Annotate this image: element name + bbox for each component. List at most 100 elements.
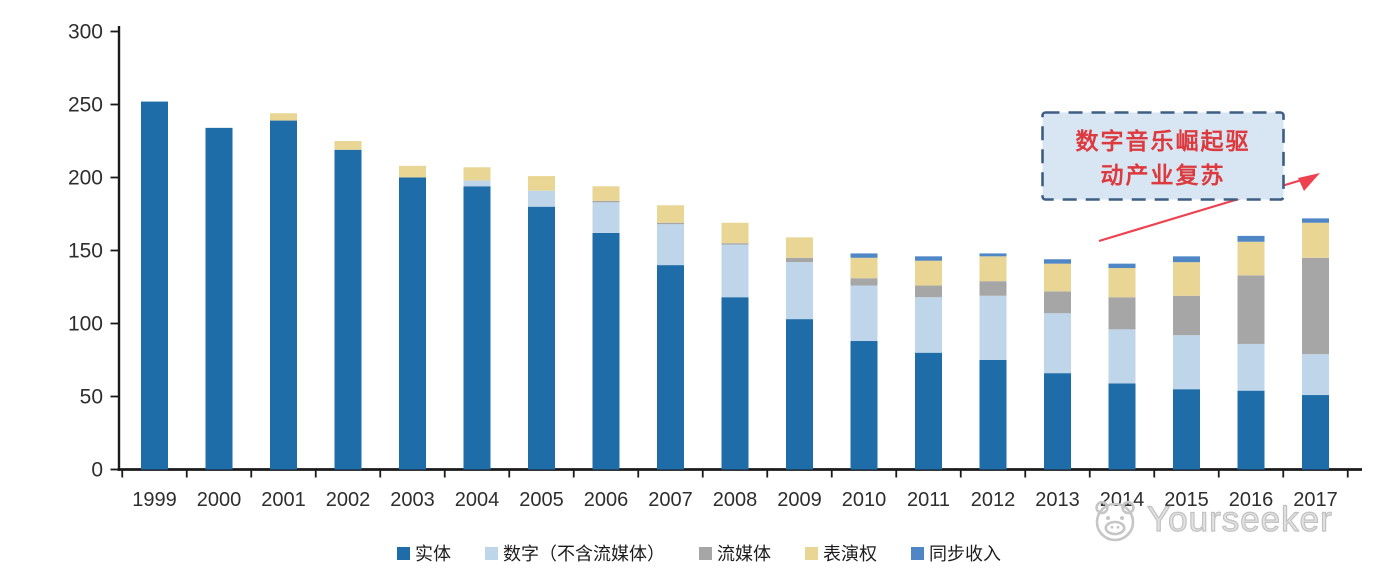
plot-area: 0 50 100 150 200 250 300 1999 2000 2001 2002 2003 20…	[68, 21, 1362, 511]
bar-segment-sync-revenue-2016	[1237, 235, 1265, 242]
y-axis-tick-label: 150	[68, 240, 103, 263]
bar-segment-performance-rights-2008	[721, 222, 749, 244]
bar-segment-performance-rights-2014	[1108, 268, 1136, 298]
bar-segment-physical-2013	[1044, 373, 1071, 470]
bar-segment-sync-revenue-2015	[1173, 256, 1200, 263]
bar-segment-sync-revenue-2012	[979, 253, 1007, 257]
bar-segment-physical-2010	[850, 341, 878, 470]
legend-label-performance-rights: 表演权	[823, 544, 877, 564]
bar-segment-sync-revenue-2013	[1044, 259, 1071, 264]
bar-segment-digital-excl-streaming-2012	[979, 295, 1007, 360]
bar-segment-streaming-2009	[786, 257, 813, 263]
bar-segment-digital-excl-streaming-2013	[1044, 313, 1071, 374]
annotation-text-line1: 数字音乐崛起驱	[1076, 128, 1251, 154]
bar-segment-sync-revenue-2011	[915, 256, 942, 261]
bar-segment-performance-rights-2005	[528, 176, 555, 191]
x-axis-label-2001: 2001	[261, 489, 306, 511]
x-axis-label-2009: 2009	[777, 489, 822, 511]
bar-segment-performance-rights-2016	[1237, 241, 1265, 276]
y-axis-tick-label: 250	[68, 94, 103, 117]
bar-segment-performance-rights-2006	[592, 186, 620, 201]
legend-swatch-sync-revenue	[911, 546, 924, 560]
bar-segment-performance-rights-2012	[979, 256, 1007, 282]
legend-swatch-streaming	[699, 546, 712, 560]
bar-segment-physical-2014	[1108, 383, 1136, 470]
bar-segment-physical-2005	[528, 206, 555, 470]
x-axis-label-2016: 2016	[1229, 489, 1274, 511]
bar-segment-performance-rights-2001	[270, 113, 297, 121]
y-axis-tick-label: 0	[91, 459, 103, 482]
bar-segment-digital-excl-streaming-2004	[463, 180, 491, 187]
bar-segment-digital-excl-streaming-2006	[592, 202, 620, 233]
bar-segment-physical-2004	[463, 186, 491, 470]
bar-segment-streaming-2007	[657, 222, 684, 225]
legend-item-sync-revenue: 同步收入	[911, 540, 1001, 566]
legend-swatch-performance-rights	[805, 546, 818, 560]
legend-label-physical: 实体	[415, 544, 451, 564]
bar-segment-performance-rights-2002	[334, 141, 362, 150]
bar-segment-streaming-2013	[1044, 291, 1071, 314]
bar-segment-physical-2007	[657, 265, 684, 470]
x-axis-label-2003: 2003	[390, 489, 435, 511]
bar-segment-streaming-2008	[721, 243, 749, 245]
bar-segment-digital-excl-streaming-2005	[528, 190, 555, 207]
bar-segment-digital-excl-streaming-2015	[1173, 335, 1200, 390]
bar-segment-streaming-2006	[592, 200, 620, 203]
annotation-box	[1041, 111, 1285, 201]
bar-segment-streaming-2011	[915, 285, 942, 298]
bar-segment-streaming-2014	[1108, 297, 1136, 330]
x-axis-label-2017: 2017	[1293, 489, 1338, 511]
bar-segment-performance-rights-2010	[850, 257, 878, 279]
annotation-arrowhead	[1298, 173, 1320, 191]
x-axis-label-2012: 2012	[971, 489, 1016, 511]
x-axis-label-2002: 2002	[326, 489, 371, 511]
bar-segment-performance-rights-2003	[399, 165, 426, 178]
x-axis-label-2004: 2004	[455, 489, 500, 511]
x-axis-label-2011: 2011	[907, 489, 950, 511]
bar-segment-performance-rights-2007	[657, 205, 684, 223]
x-axis-label-2015: 2015	[1164, 489, 1209, 511]
x-axis-label-1999: 1999	[132, 489, 177, 511]
bar-segment-streaming-2012	[979, 281, 1007, 296]
bar-segment-physical-2002	[334, 149, 362, 470]
bar-segment-digital-excl-streaming-2011	[915, 297, 942, 353]
legend-label-streaming: 流媒体	[717, 544, 771, 564]
x-axis-label-2013: 2013	[1035, 489, 1080, 511]
bar-segment-digital-excl-streaming-2007	[657, 224, 684, 266]
bar-segment-performance-rights-2013	[1044, 263, 1071, 292]
bar-segment-physical-2009	[786, 319, 813, 470]
bar-segment-performance-rights-2009	[786, 237, 813, 258]
bar-segment-physical-2016	[1237, 390, 1265, 470]
x-axis-label-2010: 2010	[842, 489, 887, 511]
x-axis-label-2008: 2008	[713, 489, 758, 511]
legend-swatch-physical	[397, 546, 410, 560]
bar-segment-sync-revenue-2014	[1108, 263, 1136, 269]
bar-segment-physical-2011	[915, 352, 942, 470]
bar-segment-sync-revenue-2010	[850, 253, 878, 258]
bar-segment-performance-rights-2017	[1302, 222, 1329, 258]
legend-label-digital-excl-streaming: 数字（不含流媒体）	[503, 544, 665, 564]
bar-segment-sync-revenue-2017	[1302, 218, 1329, 223]
legend-swatch-digital-excl-streaming	[485, 546, 498, 560]
bar-segment-digital-excl-streaming-2009	[786, 262, 813, 320]
bar-segment-streaming-2017	[1302, 257, 1329, 355]
bar-segment-digital-excl-streaming-2010	[850, 285, 878, 342]
bar-segment-digital-excl-streaming-2008	[721, 244, 749, 298]
bar-segment-physical-1999	[141, 101, 168, 470]
legend-item-digital-excl-streaming: 数字（不含流媒体）	[485, 540, 665, 566]
annotation-text-line2: 动产业复苏	[1101, 162, 1226, 188]
legend-item-physical: 实体	[397, 540, 451, 566]
bar-segment-digital-excl-streaming-2016	[1237, 343, 1265, 391]
bar-segment-physical-2001	[270, 120, 297, 470]
bar-segment-physical-2003	[399, 177, 426, 470]
y-axis-tick-label: 100	[68, 313, 103, 336]
x-axis-label-2006: 2006	[584, 489, 629, 511]
bar-segment-physical-2017	[1302, 395, 1329, 470]
bar-segment-physical-2012	[979, 360, 1007, 470]
bar-segment-streaming-2010	[850, 278, 878, 286]
bar-segment-streaming-2015	[1173, 295, 1200, 336]
legend-item-streaming: 流媒体	[699, 540, 771, 566]
bar-segment-physical-2015	[1173, 389, 1200, 470]
y-axis-tick-label: 300	[68, 21, 103, 44]
